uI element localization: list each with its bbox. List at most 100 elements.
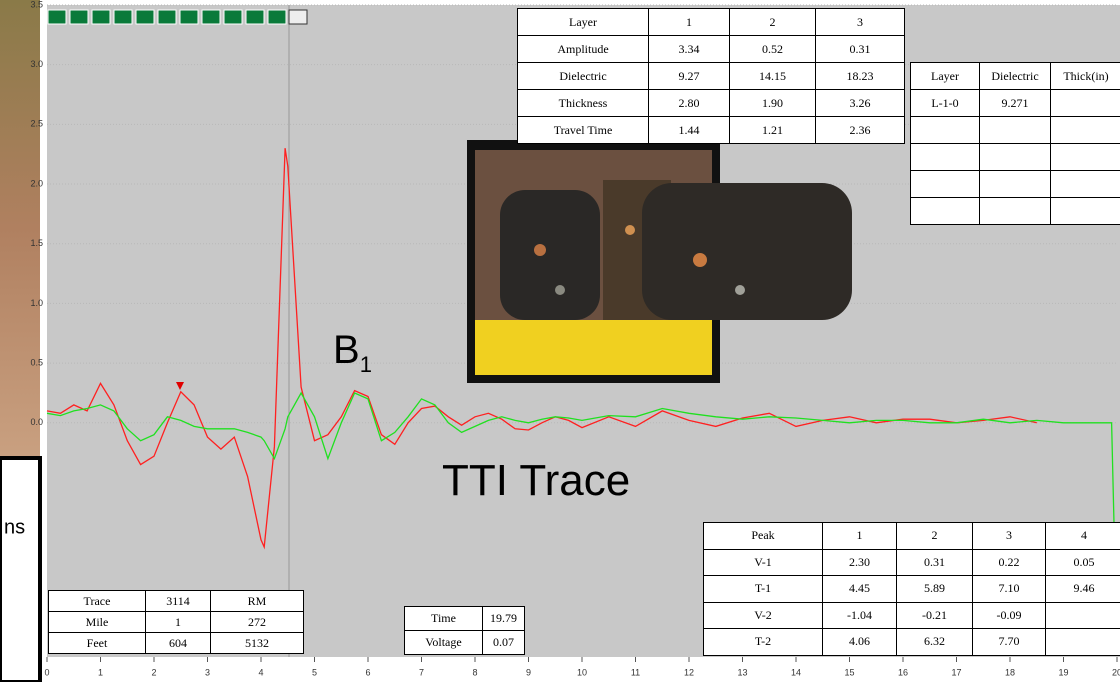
table-cell xyxy=(980,117,1051,144)
x-tick-label: 8 xyxy=(472,667,477,677)
table-cell: RM xyxy=(211,591,304,612)
table-cell: V-2 xyxy=(704,602,823,629)
layer-table: Layer123Amplitude3.340.520.31Dielectric9… xyxy=(517,8,905,144)
table-cell: Layer xyxy=(911,63,980,90)
tool-button[interactable] xyxy=(246,10,264,24)
y-tick-label: 0.5 xyxy=(30,357,43,367)
table-cell: -0.21 xyxy=(897,602,973,629)
tool-button[interactable] xyxy=(48,10,66,24)
table-cell: 4 xyxy=(1046,523,1120,550)
table-cell: 3 xyxy=(816,9,905,36)
table-cell xyxy=(911,144,980,171)
side-box xyxy=(0,458,40,682)
table-cell: 2.80 xyxy=(649,90,730,117)
y-tick-label: 1.5 xyxy=(30,238,43,248)
x-tick-label: 19 xyxy=(1058,667,1068,677)
table-cell: Feet xyxy=(49,633,146,654)
table-cell: Dielectric xyxy=(980,63,1051,90)
x-tick-label: 0 xyxy=(44,667,49,677)
tool-button[interactable] xyxy=(158,10,176,24)
x-tick-label: 4 xyxy=(258,667,263,677)
table-cell: Thickness xyxy=(518,90,649,117)
x-tick-label: 7 xyxy=(419,667,424,677)
trace-table: Trace3114RMMile1272Feet6045132 xyxy=(48,590,304,654)
aggregate xyxy=(735,285,745,295)
table-row: LayerDielectricThick(in) xyxy=(911,63,1120,90)
table-cell: 4.45 xyxy=(823,576,897,603)
table-row xyxy=(911,117,1120,144)
y-tick-label: 3.5 xyxy=(30,0,43,9)
aggregate xyxy=(534,244,546,256)
table-cell: T-1 xyxy=(704,576,823,603)
table-cell: 272 xyxy=(211,612,304,633)
tool-button[interactable] xyxy=(92,10,110,24)
table-cell xyxy=(1051,117,1120,144)
table-cell: L-1-0 xyxy=(911,90,980,117)
table-cell: 7.10 xyxy=(973,576,1046,603)
table-cell: Trace xyxy=(49,591,146,612)
x-tick-label: 9 xyxy=(526,667,531,677)
table-row xyxy=(911,198,1120,225)
table-cell: -0.09 xyxy=(973,602,1046,629)
table-cell: Amplitude xyxy=(518,36,649,63)
table-row: V-12.300.310.220.05 xyxy=(704,549,1120,576)
table-row: V-2-1.04-0.21-0.09 xyxy=(704,602,1120,629)
core-sample xyxy=(500,190,600,320)
tool-button[interactable] xyxy=(70,10,88,24)
x-tick-label: 14 xyxy=(791,667,801,677)
tool-button[interactable] xyxy=(268,10,286,24)
x-tick-label: 2 xyxy=(151,667,156,677)
table-row: Feet6045132 xyxy=(49,633,304,654)
table-cell: Layer xyxy=(518,9,649,36)
table-cell: 0.52 xyxy=(730,36,816,63)
x-tick-label: 11 xyxy=(631,667,640,677)
table-cell: -1.04 xyxy=(823,602,897,629)
table-row xyxy=(911,144,1120,171)
table-cell xyxy=(911,198,980,225)
table-cell: Thick(in) xyxy=(1051,63,1120,90)
table-cell: 1.90 xyxy=(730,90,816,117)
table-cell: Time xyxy=(405,607,483,631)
table-cell: 2 xyxy=(730,9,816,36)
core-sample xyxy=(642,183,852,320)
table-cell xyxy=(1051,171,1120,198)
tool-button[interactable] xyxy=(289,10,307,24)
table-cell: 2.30 xyxy=(823,549,897,576)
table-cell xyxy=(980,171,1051,198)
table-cell: 1.21 xyxy=(730,117,816,144)
table-cell: 5132 xyxy=(211,633,304,654)
tool-button[interactable] xyxy=(114,10,132,24)
y-tick-label: 3.0 xyxy=(30,59,43,69)
x-tick-label: 3 xyxy=(205,667,210,677)
tool-button[interactable] xyxy=(136,10,154,24)
table-row: Mile1272 xyxy=(49,612,304,633)
b-main: B xyxy=(333,328,360,372)
table-cell: 7.70 xyxy=(973,629,1046,656)
y-tick-label: 0.0 xyxy=(30,417,43,427)
trace-label: TTI Trace xyxy=(442,456,630,506)
table-cell xyxy=(1051,144,1120,171)
tool-button[interactable] xyxy=(224,10,242,24)
y-tick-label: 2.0 xyxy=(30,178,43,188)
table-cell: 3114 xyxy=(146,591,211,612)
table-cell xyxy=(980,144,1051,171)
aggregate xyxy=(693,253,707,267)
table-cell: 18.23 xyxy=(816,63,905,90)
table-cell: 1 xyxy=(649,9,730,36)
b-label: B1 xyxy=(333,328,372,378)
table-cell: 9.46 xyxy=(1046,576,1120,603)
table-cell: Peak xyxy=(704,523,823,550)
tool-button[interactable] xyxy=(202,10,220,24)
table-row: Thickness2.801.903.26 xyxy=(518,90,905,117)
table-cell: 0.05 xyxy=(1046,549,1120,576)
tool-button[interactable] xyxy=(180,10,198,24)
x-tick-label: 12 xyxy=(684,667,694,677)
